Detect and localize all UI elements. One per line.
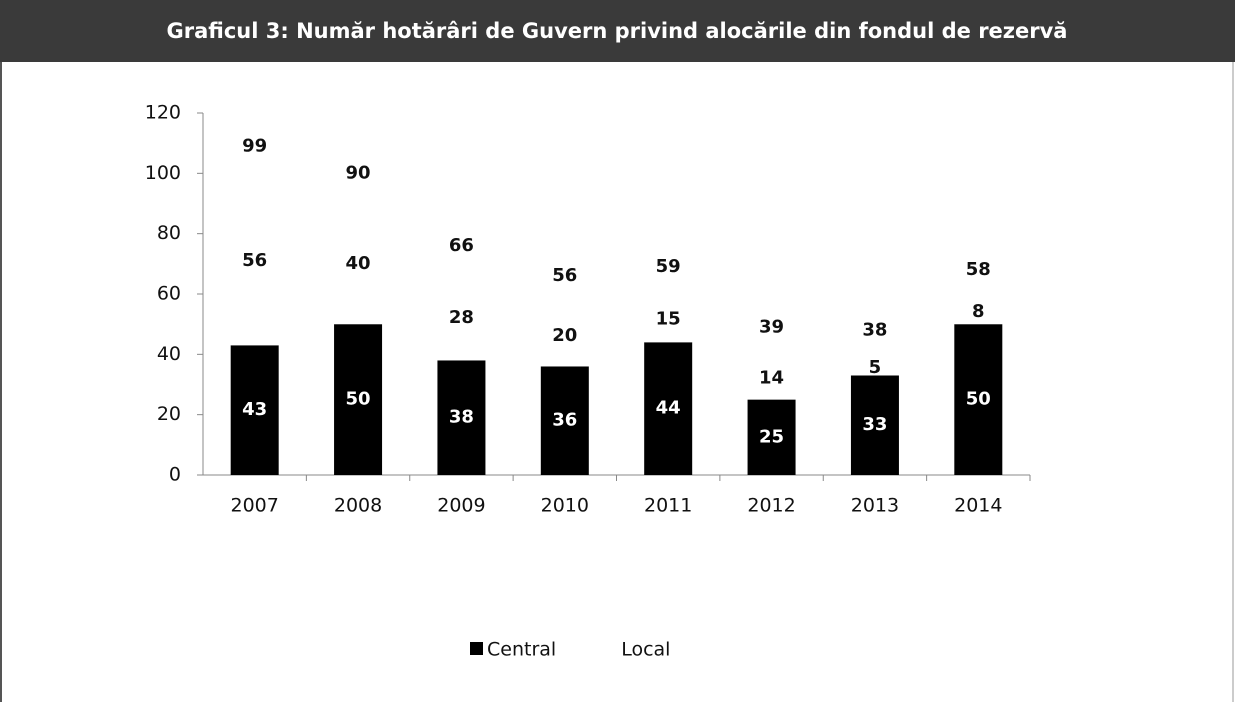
chart-title: Graficul 3: Număr hotărâri de Guvern pri… [167,19,1068,43]
data-label: 20 [552,325,577,346]
legend-swatch [604,642,618,655]
data-label: 38 [449,407,474,428]
bar-segment [644,342,693,475]
data-label: 50 [966,389,991,410]
total-label: 66 [449,235,474,256]
legend-label: Central [487,639,556,661]
total-label: 39 [759,316,784,337]
legend-label: Local [621,639,670,661]
bar-segment [540,306,589,367]
data-label: 36 [552,410,577,431]
data-label: 33 [862,414,887,435]
bar-segment [644,297,693,343]
y-tick-label: 80 [157,222,181,244]
x-tick-label: 2010 [541,495,589,517]
data-label: 8 [972,301,985,322]
data-label: 44 [656,398,681,419]
bar-segment [850,360,899,376]
x-tick-label: 2011 [644,495,692,517]
bar-segment [230,176,279,346]
data-label: 43 [242,399,267,420]
bar-segment [540,366,589,475]
data-label: 15 [656,309,681,330]
x-tick-label: 2009 [437,495,485,517]
bar-segment [954,300,1003,325]
data-label: 28 [449,307,474,328]
data-label: 5 [869,357,882,378]
bar-segment [954,324,1003,475]
total-label: 38 [862,319,887,340]
x-tick-label: 2007 [231,495,279,517]
total-label: 56 [552,265,577,286]
y-tick-label: 20 [157,403,181,425]
total-label: 90 [346,163,371,184]
total-label: 59 [656,256,681,277]
bar-segment [437,275,486,361]
legend-swatch [470,642,483,655]
y-tick-label: 0 [169,464,181,486]
data-label: 50 [346,389,371,410]
bar-segment [747,399,796,475]
bar-segment [437,360,486,475]
y-tick-label: 60 [157,283,181,305]
data-label: 25 [759,426,784,447]
bar-segment [850,375,899,475]
x-tick-label: 2013 [851,495,899,517]
total-label: 99 [242,135,267,156]
total-label: 58 [966,259,991,280]
x-tick-label: 2008 [334,495,382,517]
y-tick-label: 100 [145,162,181,184]
bar-segment [334,324,383,475]
bar-segment [747,357,796,400]
y-tick-label: 40 [157,343,181,365]
x-tick-label: 2014 [954,495,1002,517]
y-tick-label: 120 [145,102,181,124]
data-label: 14 [759,367,784,388]
x-tick-label: 2012 [747,495,795,517]
bar-segment [334,203,383,325]
bar-segment [230,345,279,475]
data-label: 40 [346,253,371,274]
title-band [0,0,1235,62]
data-label: 56 [242,250,267,271]
